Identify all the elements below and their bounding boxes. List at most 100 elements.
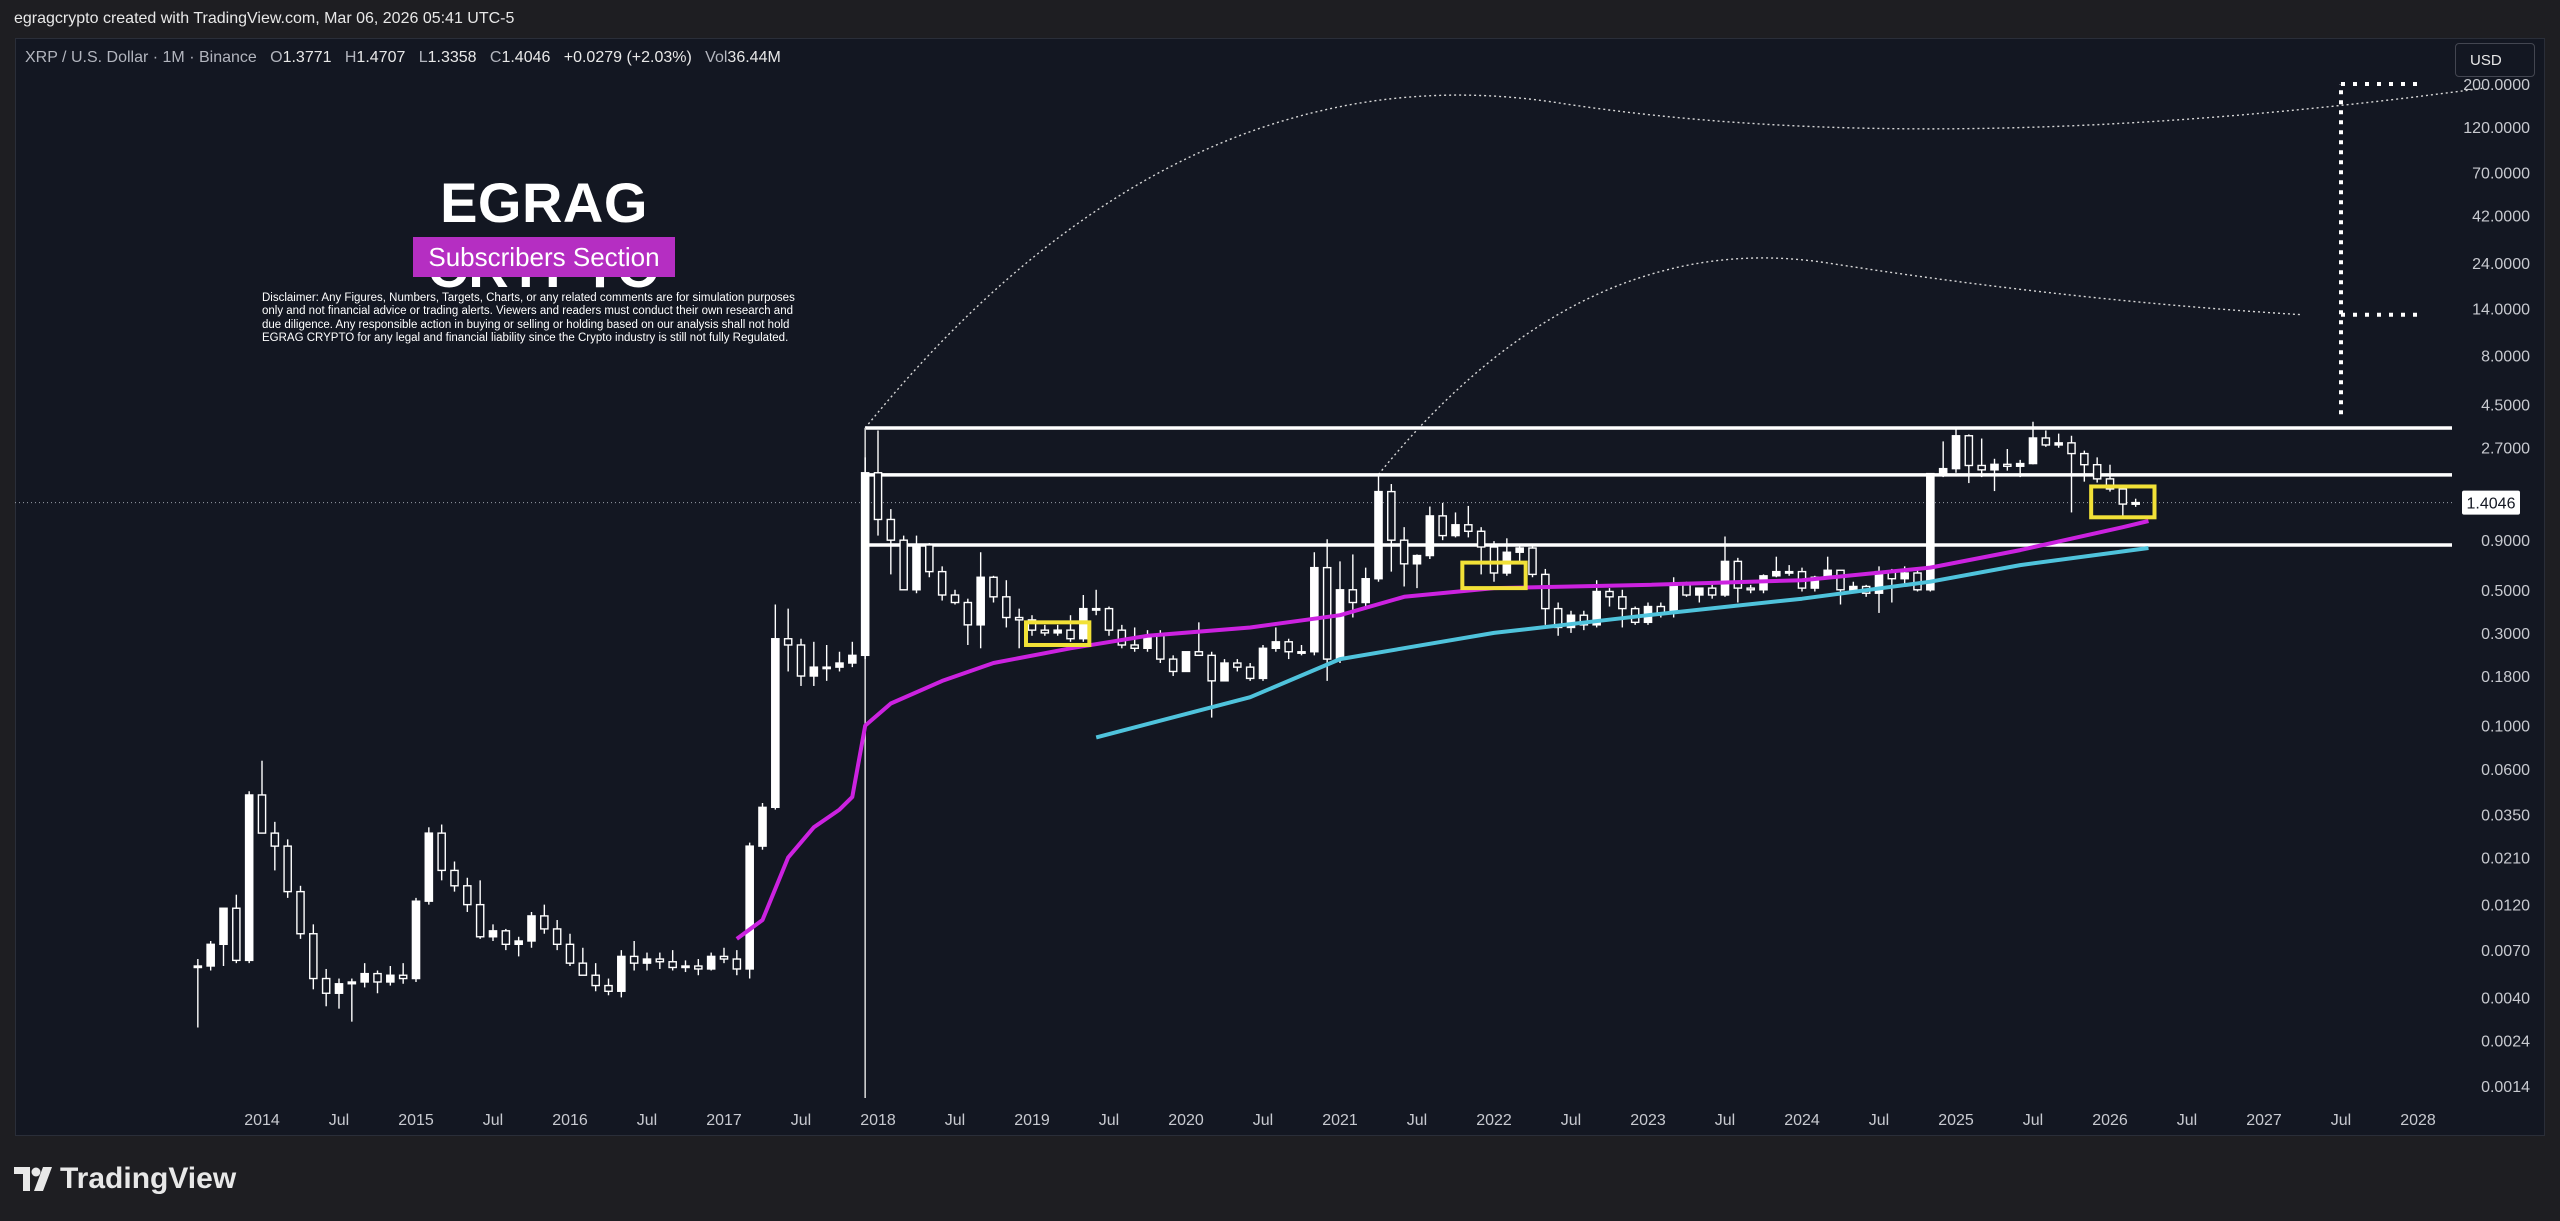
x-axis[interactable]: 2014 Jul 2015 Jul 2016 Jul 2017 Jul 2018 Jul 2019 J… — [244, 1112, 2436, 1129]
candle — [1990, 458, 1999, 492]
x-tick-label: Jul — [2177, 1112, 2197, 1129]
x-tick-label: Jul — [329, 1112, 349, 1129]
x-tick-label: 2014 — [244, 1112, 280, 1129]
candle — [1374, 474, 1383, 582]
candle — [1566, 610, 1576, 633]
candle — [1361, 567, 1370, 609]
candle — [950, 589, 960, 605]
candle — [1541, 568, 1550, 625]
highlight-box — [1460, 560, 1528, 591]
candle — [1194, 622, 1204, 657]
candle — [321, 968, 331, 1007]
candle — [1027, 615, 1037, 636]
x-tick-label: Jul — [1715, 1112, 1735, 1129]
x-tick-label: 2027 — [2246, 1112, 2282, 1129]
highlight-box — [2089, 484, 2157, 520]
candle — [334, 978, 344, 1009]
candle — [1579, 610, 1589, 631]
y-tick-label: 42.0000 — [2472, 209, 2530, 226]
candle — [2131, 498, 2140, 507]
tradingview-logo[interactable]: TradingView — [14, 1162, 236, 1196]
candle — [937, 566, 947, 601]
candle — [1348, 554, 1358, 618]
candle — [1335, 561, 1345, 664]
candle — [411, 897, 421, 982]
candle — [617, 950, 626, 998]
candle — [1387, 484, 1396, 572]
y-tick-label: 0.1000 — [2481, 719, 2530, 736]
open-value: 1.3771 — [282, 49, 332, 66]
candle — [912, 535, 921, 594]
y-tick-label: 120.0000 — [2463, 120, 2530, 137]
candle — [1297, 644, 1306, 656]
y-tick-label: 0.0350 — [2481, 807, 2530, 824]
candle — [1322, 539, 1332, 681]
last-price-label: 1.4046 — [2462, 490, 2520, 515]
candle — [1464, 505, 1473, 538]
candle — [1938, 441, 1948, 478]
x-tick-label: 2022 — [1476, 1112, 1512, 1129]
candle — [219, 907, 228, 967]
candle — [309, 924, 318, 990]
y-tick-label: 70.0000 — [2472, 166, 2530, 183]
y-tick-label: 14.0000 — [2472, 301, 2530, 318]
candle — [642, 952, 652, 971]
candle — [2118, 486, 2128, 518]
candle — [1695, 587, 1704, 603]
candle — [578, 947, 588, 976]
candle — [1515, 544, 1524, 563]
candle — [1926, 472, 1935, 592]
high-label: H — [344, 49, 357, 66]
candle — [1271, 627, 1281, 652]
candle — [783, 608, 793, 672]
y-tick-label: 0.0120 — [2481, 898, 2530, 915]
x-tick-label: 2023 — [1630, 1112, 1666, 1129]
candle — [886, 509, 896, 575]
x-tick-label: Jul — [2023, 1112, 2043, 1129]
candle — [1618, 589, 1627, 628]
candle — [604, 978, 613, 996]
y-axis[interactable]: 200.0000 120.0000 70.0000 42.0000 24.0000 14.… — [2463, 77, 2530, 1096]
candle — [398, 963, 408, 984]
close-value: 1.4046 — [501, 49, 551, 66]
x-tick-label: 2019 — [1014, 1112, 1050, 1129]
symbol-name: XRP / U.S. Dollar · 1M · Binance — [25, 49, 257, 66]
horizontal-levels — [15, 426, 2452, 1098]
candle — [1014, 608, 1024, 649]
tradingview-logo-text: TradingView — [60, 1162, 237, 1195]
y-tick-label: 0.0040 — [2481, 990, 2530, 1007]
candle — [1310, 552, 1319, 656]
y-tick-label: 0.1800 — [2481, 669, 2530, 686]
chart-panel[interactable] — [15, 38, 2545, 1136]
disclaimer-text: Disclaimer: Any Figures, Numbers, Target… — [262, 292, 795, 345]
candle — [488, 924, 498, 942]
candle — [848, 641, 857, 668]
candle — [963, 598, 973, 645]
candle — [681, 960, 690, 973]
candle — [1412, 554, 1422, 589]
currency-selector[interactable]: USD — [2455, 43, 2535, 77]
ma-slow-line — [1095, 546, 2149, 740]
y-tick-label: 24.0000 — [2472, 256, 2530, 273]
subscribers-badge: Subscribers Section — [413, 237, 675, 277]
x-tick-label: Jul — [1869, 1112, 1889, 1129]
candlesticks — [193, 421, 2140, 1028]
candle — [1425, 506, 1435, 560]
candle — [1040, 624, 1050, 636]
candle — [1066, 615, 1075, 642]
x-tick-label: Jul — [1099, 1112, 1119, 1129]
candle — [873, 430, 883, 536]
candle — [1476, 527, 1486, 575]
y-tick-label: 0.0024 — [2481, 1033, 2530, 1050]
x-tick-label: 2017 — [706, 1112, 742, 1129]
candle — [540, 904, 549, 934]
candle — [1181, 651, 1191, 673]
highlight-boxes — [1024, 484, 2157, 647]
candle — [655, 952, 665, 969]
candle — [629, 941, 639, 971]
candle — [450, 861, 459, 892]
candle — [257, 760, 267, 834]
x-tick-label: 2016 — [552, 1112, 588, 1129]
x-tick-label: Jul — [791, 1112, 811, 1129]
